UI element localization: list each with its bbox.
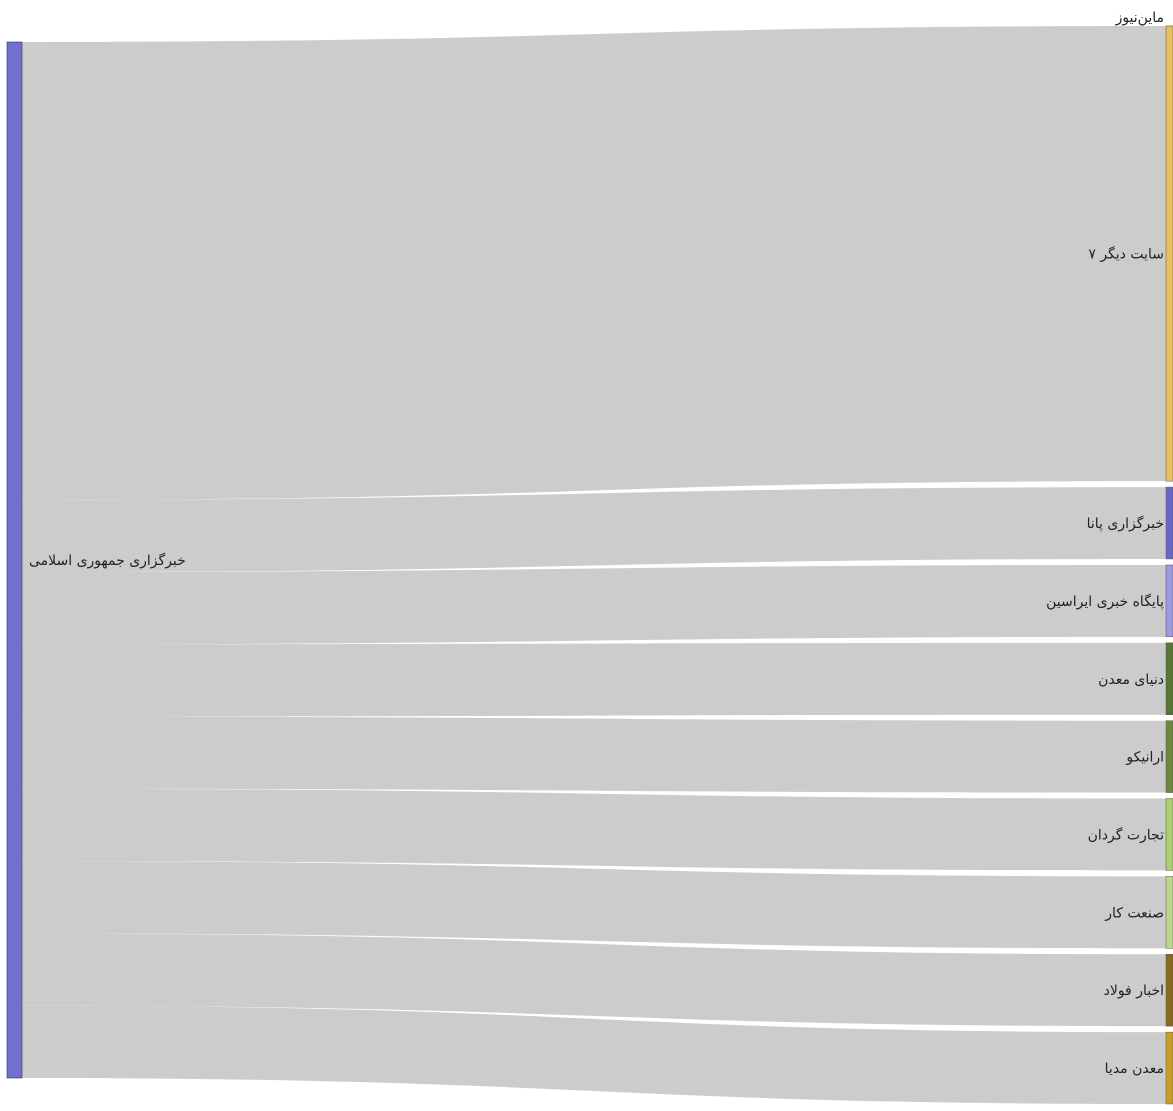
node-label-madan-media: معدن مدیا (1105, 1061, 1164, 1077)
node-label-sanat-kar: صنعت کار (1104, 905, 1164, 921)
sankey-nodes (6, 25, 1173, 1105)
link-irna-eraniko (22, 716, 1166, 793)
node-irasin (1165, 564, 1173, 638)
node-label-irasin: پایگاه خبری ایراسین (1046, 593, 1164, 610)
node-label-eraniko: ارانیکو (1125, 750, 1164, 766)
node-label-donya-madan: دنیای معدن (1098, 672, 1164, 688)
link-irna-sanat-kar (22, 861, 1166, 949)
sankey-links (22, 26, 1166, 1104)
node-label-mine-news: ماین‌نیوز (1115, 10, 1164, 26)
link-irna-pana (22, 487, 1166, 573)
link-irna-donya-madan (22, 642, 1166, 717)
node-sanat-kar (1165, 876, 1173, 949)
link-irna-madan-media (22, 1005, 1166, 1104)
link-irna-irasin (22, 564, 1166, 645)
node-label-pana: خبرگزاری پانا (1087, 515, 1164, 532)
node-madan-media (1165, 1031, 1173, 1105)
node-label-akhbar-foolad: اخبار فولاد (1104, 983, 1164, 999)
node-label-other7: ۷ سایت دیگر (1088, 246, 1164, 263)
node-eraniko (1165, 720, 1173, 793)
link-irna-tejarat-gardan (22, 788, 1166, 871)
node-akhbar-foolad (1165, 954, 1173, 1027)
node-other7 (1165, 25, 1173, 482)
node-irna (6, 41, 23, 1079)
sankey-labels: خبرگزاری جمهوری اسلامی ماین‌نیوز ۷ سایت دی… (29, 10, 1164, 1077)
node-donya-madan (1165, 642, 1173, 715)
node-pana (1165, 486, 1173, 560)
link-irna-akhbar-foolad (22, 933, 1166, 1027)
node-tejarat-gardan (1165, 798, 1173, 871)
node-label-tejarat-gardan: تجارت گردان (1088, 826, 1164, 843)
node-label-irna: خبرگزاری جمهوری اسلامی (29, 552, 186, 569)
link-irna-other7 (22, 26, 1166, 500)
